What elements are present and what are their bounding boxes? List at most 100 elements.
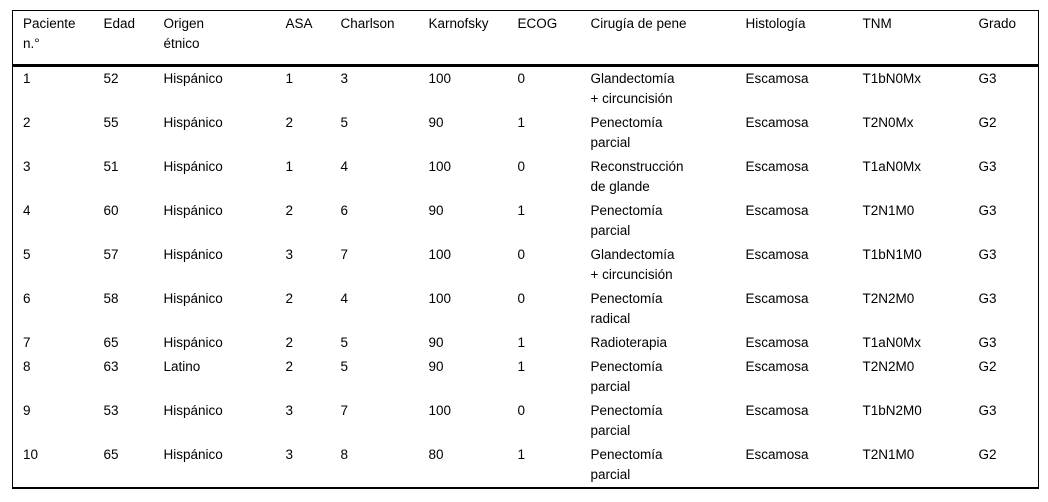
table-cell-edad: 52 (103, 71, 119, 86)
table-cell-tnm: T2N1M0 (862, 447, 915, 462)
table-cell-charlson: 5 (340, 359, 349, 374)
table-cell-cirugia-de-pene: Penectomía parcial (590, 447, 663, 482)
table-cell-cirugia-de-pene: Reconstrucción de glande (590, 159, 684, 194)
table-row: 1 52 Hispánico 1 3 100 0 Glandectomía + circunc… (13, 66, 1039, 112)
table-cell-edad: 55 (103, 115, 119, 130)
table-cell-tnm: T1bN0Mx (862, 71, 922, 86)
table-cell-grado: G3 (978, 71, 997, 86)
table-cell-charlson: 4 (340, 291, 349, 306)
table-cell-grado: G3 (978, 203, 997, 218)
column-header-paciente: Paciente n.° (12, 10, 94, 67)
table-cell-ecog: 0 (517, 71, 526, 86)
table-cell-karnofsky: 100 (428, 403, 452, 418)
table-cell-edad: 53 (103, 403, 119, 418)
table-cell-histologia: Escamosa (745, 291, 809, 306)
table-cell-origen-etnico: Hispánico (163, 115, 223, 130)
table-cell-origen-etnico: Hispánico (163, 403, 223, 418)
table-cell-karnofsky: 100 (428, 291, 452, 306)
table-cell-karnofsky: 100 (428, 247, 452, 262)
table-cell-charlson: 3 (340, 71, 349, 86)
table-cell-cirugia-de-pene: Penectomía parcial (590, 359, 663, 394)
table-cell-asa: 2 (285, 359, 294, 374)
table-cell-origen-etnico: Latino (163, 359, 201, 374)
table-cell-tnm: T2N2M0 (862, 291, 915, 306)
table-cell-origen-etnico: Hispánico (163, 447, 223, 462)
table-container: Paciente n.° Edad Origen étnico ASA Charlson… (12, 10, 1039, 489)
table-cell-tnm: T2N2M0 (862, 359, 915, 374)
table-cell-origen-etnico: Hispánico (163, 159, 223, 174)
column-header-edad: Edad (93, 10, 154, 67)
table-cell-paciente: 8 (23, 359, 31, 374)
table-cell-asa: 1 (285, 159, 294, 174)
table-cell-grado: G3 (978, 247, 997, 262)
table-cell-ecog: 1 (517, 203, 526, 218)
table-cell-edad: 58 (103, 291, 119, 306)
table-cell-origen-etnico: Hispánico (163, 291, 223, 306)
table-row: 7 65 Hispánico 2 5 90 1 Radioterapia Escamosa T1a… (13, 331, 1039, 355)
table-cell-charlson: 5 (340, 335, 349, 350)
table-cell-histologia: Escamosa (745, 403, 809, 418)
table-cell-paciente: 1 (23, 71, 31, 86)
table-cell-cirugia-de-pene: Penectomía parcial (590, 403, 663, 438)
table-cell-paciente: 6 (23, 291, 31, 306)
column-header-charlson: Charlson (330, 10, 419, 67)
column-header-cirugia-de-pene: Cirugía de pene (580, 10, 736, 67)
table-cell-charlson: 4 (340, 159, 349, 174)
table-cell-edad: 51 (103, 159, 119, 174)
table-cell-tnm: T2N1M0 (862, 203, 915, 218)
column-header-histologia: Histología (735, 10, 853, 67)
table-cell-grado: G2 (978, 359, 997, 374)
table-cell-karnofsky: 90 (428, 335, 444, 350)
table-cell-karnofsky: 90 (428, 203, 444, 218)
table-cell-cirugia-de-pene: Penectomía parcial (590, 203, 663, 238)
table-row: 6 58 Hispánico 2 4 100 0 Penectomía radical Esca… (13, 287, 1039, 331)
table-cell-karnofsky: 80 (428, 447, 444, 462)
table-cell-cirugia-de-pene: Radioterapia (590, 335, 668, 350)
table-row: 8 63 Latino 2 5 90 1 Penectomía parcial Escamosa… (13, 355, 1039, 399)
table-cell-grado: G3 (978, 335, 997, 350)
table-cell-asa: 2 (285, 203, 294, 218)
table-row: 3 51 Hispánico 1 4 100 0 Reconstrucción de glan… (13, 155, 1039, 199)
table-row: 5 57 Hispánico 3 7 100 0 Glandectomía + circunc… (13, 243, 1039, 287)
table-cell-edad: 63 (103, 359, 119, 374)
table-cell-ecog: 1 (517, 359, 526, 374)
table-cell-grado: G3 (978, 291, 997, 306)
table-cell-ecog: 0 (517, 403, 526, 418)
column-header-tnm: TNM (852, 10, 969, 67)
table-cell-ecog: 0 (517, 247, 526, 262)
table-cell-histologia: Escamosa (745, 203, 809, 218)
table-cell-grado: G3 (978, 403, 997, 418)
table-cell-charlson: 7 (340, 403, 349, 418)
table-cell-asa: 1 (285, 71, 294, 86)
table-cell-histologia: Escamosa (745, 359, 809, 374)
column-header-grado: Grado (968, 10, 1039, 67)
table-cell-paciente: 9 (23, 403, 31, 418)
table-cell-cirugia-de-pene: Glandectomía + circuncisión (590, 71, 675, 106)
table-cell-histologia: Escamosa (745, 335, 809, 350)
table-cell-origen-etnico: Hispánico (163, 335, 223, 350)
table-cell-origen-etnico: Hispánico (163, 203, 223, 218)
table-body: 1 52 Hispánico 1 3 100 0 Glandectomía + circunc… (13, 66, 1039, 489)
table-cell-tnm: T1bN2M0 (862, 403, 922, 418)
column-header-karnofsky: Karnofsky (418, 10, 508, 67)
table-cell-grado: G2 (978, 115, 997, 130)
table-row: 4 60 Hispánico 2 6 90 1 Penectomía parcial Escam… (13, 199, 1039, 243)
table-cell-charlson: 6 (340, 203, 349, 218)
table-cell-ecog: 0 (517, 291, 526, 306)
table-cell-paciente: 7 (23, 335, 31, 350)
table-cell-tnm: T1bN1M0 (862, 247, 922, 262)
table-cell-ecog: 1 (517, 447, 526, 462)
table-cell-histologia: Escamosa (745, 247, 809, 262)
header-row: Paciente n.° Edad Origen étnico ASA Charlson… (12, 10, 1039, 67)
table-cell-ecog: 1 (517, 335, 526, 350)
table-cell-ecog: 1 (517, 115, 526, 130)
table-row: 9 53 Hispánico 3 7 100 0 Penectomía parcial Esca… (13, 399, 1039, 443)
table-row: 2 55 Hispánico 2 5 90 1 Penectomía parcial Escam… (13, 111, 1039, 155)
table-cell-tnm: T2N0Mx (862, 115, 914, 130)
table-cell-origen-etnico: Hispánico (163, 247, 223, 262)
table-cell-asa: 2 (285, 335, 294, 350)
table-cell-grado: G2 (978, 447, 997, 462)
table-row: 10 65 Hispánico 3 8 80 1 Penectomía parcial Esca… (13, 443, 1039, 488)
table-cell-asa: 2 (285, 115, 294, 130)
table-cell-tnm: T1aN0Mx (862, 159, 922, 174)
